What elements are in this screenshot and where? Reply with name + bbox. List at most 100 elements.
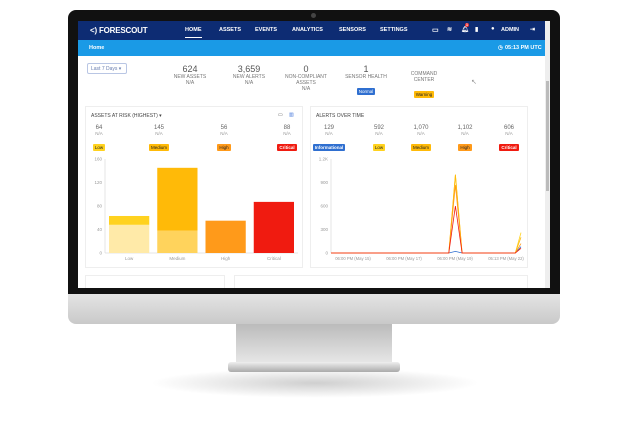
severity-sub: N/A	[375, 131, 383, 136]
bottom-panel-left	[85, 275, 225, 288]
severity-count: 145	[153, 125, 164, 131]
monitor-stand	[236, 324, 392, 364]
camera	[311, 13, 316, 18]
severity-badge: High	[458, 144, 472, 151]
severity-badge: Medium	[410, 144, 431, 151]
severity-sub: N/A	[461, 131, 469, 136]
severity-critical[interactable]: 606 N/A Critical	[491, 125, 527, 154]
bar-chart-icon[interactable]: ▥	[289, 112, 294, 118]
series-line-critical	[331, 205, 522, 254]
bar-low-segment	[109, 215, 150, 225]
nav-analytics[interactable]: ANALYTICS	[292, 27, 323, 33]
stat-command-center[interactable]: COMMAND CENTER Warning	[410, 71, 438, 98]
stat-non-compliant[interactable]: 0 NON-COMPLIANT ASSETS N/A	[285, 64, 327, 92]
y-tick-label: 120	[94, 180, 102, 185]
severity-badge: High	[217, 144, 231, 151]
alerts-line-chart: 0 300 600 900 1.2K 06:00 PM (May 15) 06:00 PM …	[319, 157, 525, 262]
severity-count: 592	[373, 125, 384, 131]
nav-sensors[interactable]: SENSORS	[339, 27, 366, 33]
monitor-icon[interactable]: ▭	[432, 27, 439, 34]
x-tick-label: Low	[125, 256, 134, 261]
severity-badge: Low	[92, 144, 106, 151]
stat-new-alerts[interactable]: 3,659 NEW ALERTS N/A	[232, 64, 266, 86]
page-header: Home ◷ 05:13 PM UTC	[78, 40, 545, 56]
severity-sub: N/A	[220, 131, 228, 136]
bar-medium-segment	[157, 230, 198, 253]
assets-at-risk-panel: ASSETS AT RISK (HIGHEST) ▾ ▭ ▥ 64 N/A Low 1…	[85, 106, 303, 268]
monitor-shadow	[150, 368, 480, 398]
nav-home[interactable]: HOME	[185, 27, 202, 38]
bar-medium-segment	[157, 167, 198, 231]
alerts-over-time-panel: ALERTS OVER TIME 129 N/A Informational 592 N…	[310, 106, 528, 268]
y-tick-label: 900	[320, 180, 328, 185]
status-badge: Normal	[356, 88, 376, 95]
severity-sub: N/A	[95, 131, 103, 136]
logout-icon[interactable]: ⇥	[530, 27, 536, 33]
severity-count: 64	[95, 125, 103, 131]
y-tick-label: 600	[320, 204, 328, 209]
user-menu[interactable]: ADMIN	[501, 27, 520, 33]
folder-icon[interactable]: ▭	[278, 112, 283, 118]
y-tick-label: 80	[97, 204, 103, 209]
notification-badge: 1	[465, 23, 469, 27]
y-tick-label: 0	[99, 251, 102, 256]
severity-sub: N/A	[325, 131, 333, 136]
panel-title[interactable]: ASSETS AT RISK (HIGHEST) ▾	[91, 113, 162, 119]
severity-critical[interactable]: 88 N/A Critical	[269, 125, 305, 154]
x-tick-label: Medium	[169, 256, 185, 261]
top-nav: <) FORESCOUT HOME ASSETS EVENTS ANALYTIC…	[78, 21, 545, 40]
nav-events[interactable]: EVENTS	[255, 27, 278, 33]
y-tick-label: 0	[325, 251, 328, 256]
severity-low[interactable]: 64 N/A Low	[81, 125, 117, 154]
severity-count: 129	[323, 125, 334, 131]
x-tick-label: 06:00 PM (May 15)	[335, 256, 371, 261]
severity-sub: N/A	[417, 131, 425, 136]
severity-count: 56	[220, 125, 228, 131]
bell-icon[interactable]: 🔔︎	[461, 27, 469, 33]
current-time: 05:13 PM UTC	[505, 45, 542, 51]
severity-low[interactable]: 592 N/A Low	[361, 125, 397, 154]
stat-sensor-health[interactable]: 1 SENSOR HEALTH Normal	[345, 64, 387, 95]
severity-badge: Critical	[277, 144, 297, 151]
stat-new-assets[interactable]: 624 NEW ASSETS N/A	[173, 64, 207, 86]
severity-high[interactable]: 56 N/A High	[206, 125, 242, 154]
monitor-chin	[68, 294, 560, 324]
dashboard: Last 7 Days ▾ 624 NEW ASSETS N/A 3,659 NEW …	[78, 56, 545, 288]
clock-icon: ◷	[498, 45, 503, 51]
severity-informational[interactable]: 129 N/A Informational	[311, 125, 347, 154]
severity-sub: N/A	[283, 131, 291, 136]
severity-count: 606	[503, 125, 514, 131]
user-icon[interactable]: ●	[491, 26, 495, 32]
forescout-logo[interactable]: <) FORESCOUT	[90, 26, 148, 35]
severity-badge: Low	[372, 144, 386, 151]
severity-high[interactable]: 1,102 N/A High	[447, 125, 483, 154]
scrollbar-thumb[interactable]	[546, 81, 549, 191]
document-icon[interactable]: ▮	[475, 27, 479, 33]
series-line-low	[331, 174, 522, 254]
status-badge: Warning	[413, 91, 435, 98]
severity-medium[interactable]: 145 N/A Medium	[141, 125, 177, 154]
nav-settings[interactable]: SETTINGS	[380, 27, 408, 33]
severity-medium[interactable]: 1,070 N/A Medium	[403, 125, 439, 154]
feed-icon[interactable]: ≋	[447, 27, 453, 33]
panel-title: ALERTS OVER TIME	[316, 113, 365, 119]
bar-critical-segment	[253, 201, 294, 253]
bar-low-segment	[109, 224, 150, 253]
x-tick-label: 06:00 PM (May 19)	[437, 256, 473, 261]
severity-count: 1,102	[457, 125, 473, 131]
severity-badge: Critical	[499, 144, 519, 151]
x-tick-label: High	[221, 256, 231, 261]
monitor-base	[228, 362, 400, 372]
x-tick-label: Critical	[267, 256, 281, 261]
y-tick-label: 160	[94, 157, 102, 162]
nav-assets[interactable]: ASSETS	[219, 27, 242, 33]
severity-count: 88	[283, 125, 291, 131]
severity-badge: Medium	[148, 144, 169, 151]
screen: <) FORESCOUT HOME ASSETS EVENTS ANALYTIC…	[78, 21, 550, 288]
date-range-dropdown[interactable]: Last 7 Days ▾	[87, 63, 127, 74]
page-title: Home	[89, 45, 105, 51]
severity-sub: N/A	[155, 131, 163, 136]
severity-sub: N/A	[505, 131, 513, 136]
assets-bar-chart: 0 40 80 120 160 Low Medium High Critical	[94, 157, 298, 261]
severity-count: 1,070	[413, 125, 429, 131]
